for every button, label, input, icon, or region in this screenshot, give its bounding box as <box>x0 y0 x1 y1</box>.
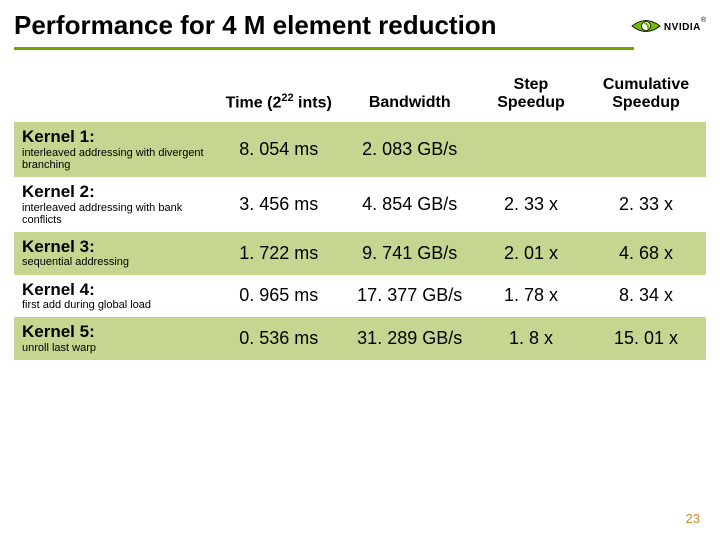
time-value: 3. 456 ms <box>214 177 343 232</box>
time-value: 0. 536 ms <box>214 317 343 360</box>
time-value: 0. 965 ms <box>214 275 343 318</box>
kernel-name: Kernel 4: <box>22 281 206 300</box>
bandwidth-value: 17. 377 GB/s <box>343 275 476 318</box>
time-value: 8. 054 ms <box>214 122 343 177</box>
bandwidth-value: 2. 083 GB/s <box>343 122 476 177</box>
bandwidth-value: 31. 289 GB/s <box>343 317 476 360</box>
kernel-description: interleaved addressing with bank conflic… <box>22 202 206 226</box>
col-kernel <box>14 70 214 122</box>
step-speedup-value: 1. 8 x <box>476 317 586 360</box>
kernel-name: Kernel 1: <box>22 128 206 147</box>
performance-table: Time (222 ints) Bandwidth Step Speedup C… <box>14 70 706 360</box>
step-speedup-value: 2. 01 x <box>476 232 586 275</box>
time-value: 1. 722 ms <box>214 232 343 275</box>
kernel-cell: Kernel 3:sequential addressing <box>14 232 214 275</box>
cumulative-speedup-value <box>586 122 706 177</box>
cumulative-speedup-value: 15. 01 x <box>586 317 706 360</box>
kernel-cell: Kernel 5:unroll last warp <box>14 317 214 360</box>
kernel-cell: Kernel 2:interleaved addressing with ban… <box>14 177 214 232</box>
table-row: Kernel 3:sequential addressing1. 722 ms9… <box>14 232 706 275</box>
kernel-name: Kernel 3: <box>22 238 206 257</box>
kernel-cell: Kernel 1:interleaved addressing with div… <box>14 122 214 177</box>
bandwidth-value: 9. 741 GB/s <box>343 232 476 275</box>
slide-title: Performance for 4 M element reduction <box>14 10 497 41</box>
col-cumulative-speedup: Cumulative Speedup <box>586 70 706 122</box>
kernel-cell: Kernel 4:first add during global load <box>14 275 214 318</box>
col-step-speedup: Step Speedup <box>476 70 586 122</box>
title-bar: Performance for 4 M element reduction NV… <box>0 0 720 47</box>
table-row: Kernel 4:first add during global load0. … <box>14 275 706 318</box>
col-bandwidth: Bandwidth <box>343 70 476 122</box>
cumulative-speedup-value: 4. 68 x <box>586 232 706 275</box>
table-row: Kernel 1:interleaved addressing with div… <box>14 122 706 177</box>
bandwidth-value: 4. 854 GB/s <box>343 177 476 232</box>
kernel-description: sequential addressing <box>22 256 206 268</box>
kernel-description: first add during global load <box>22 299 206 311</box>
step-speedup-value: 2. 33 x <box>476 177 586 232</box>
kernel-name: Kernel 5: <box>22 323 206 342</box>
kernel-name: Kernel 2: <box>22 183 206 202</box>
kernel-description: unroll last warp <box>22 342 206 354</box>
table-row: Kernel 2:interleaved addressing with ban… <box>14 177 706 232</box>
nvidia-eye-icon <box>630 15 662 37</box>
cumulative-speedup-value: 2. 33 x <box>586 177 706 232</box>
table-row: Kernel 5:unroll last warp0. 536 ms31. 28… <box>14 317 706 360</box>
page-number: 23 <box>686 511 700 526</box>
step-speedup-value: 1. 78 x <box>476 275 586 318</box>
table-header-row: Time (222 ints) Bandwidth Step Speedup C… <box>14 70 706 122</box>
title-underline <box>14 47 634 50</box>
cumulative-speedup-value: 8. 34 x <box>586 275 706 318</box>
nvidia-logo: NVIDIA® <box>630 15 706 37</box>
kernel-description: interleaved addressing with divergent br… <box>22 147 206 171</box>
step-speedup-value <box>476 122 586 177</box>
col-time: Time (222 ints) <box>214 70 343 122</box>
nvidia-logo-text: NVIDIA® <box>664 17 706 35</box>
